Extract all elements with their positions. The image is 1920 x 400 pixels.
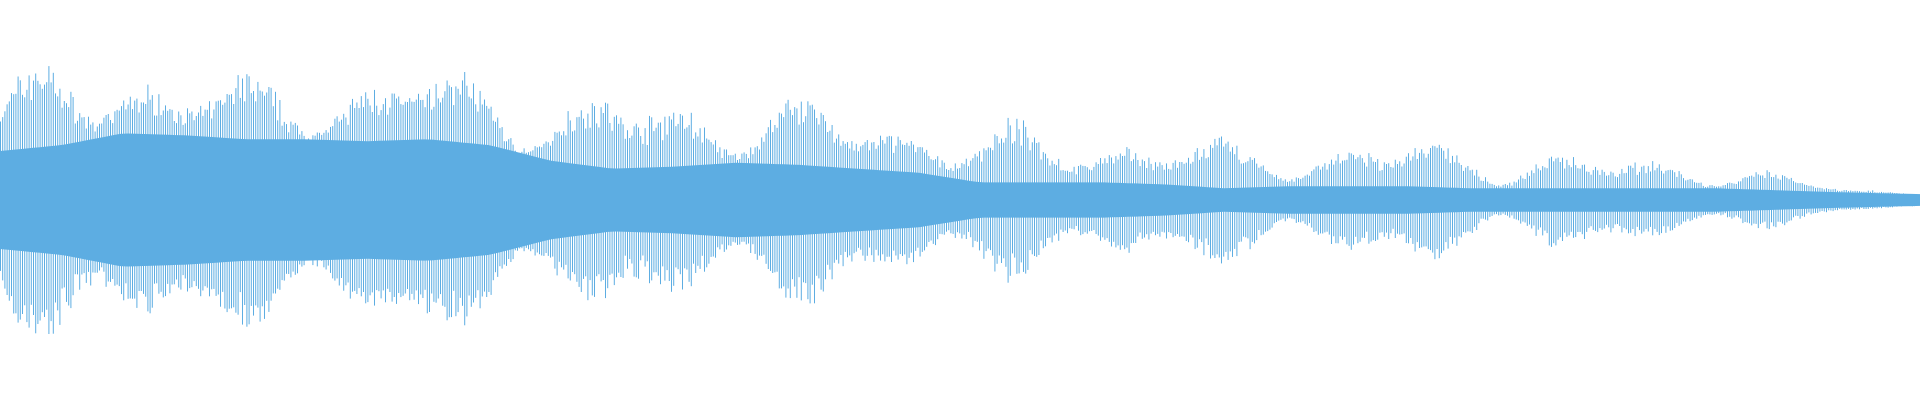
- waveform-body: [0, 133, 1920, 267]
